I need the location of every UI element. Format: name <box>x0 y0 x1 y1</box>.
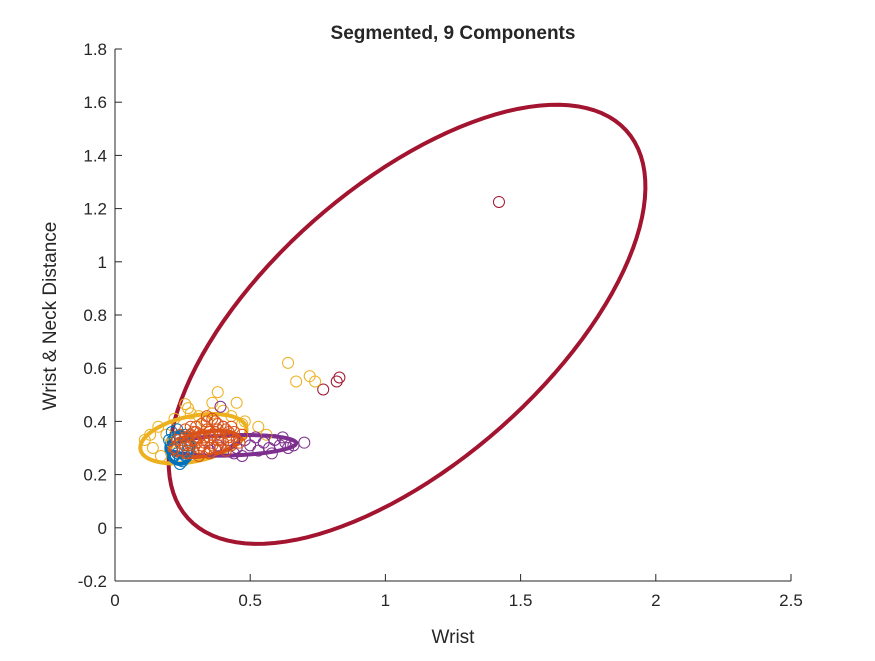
data-point <box>195 439 208 452</box>
data-point <box>179 398 192 411</box>
data-point <box>330 375 343 388</box>
data-point <box>273 439 286 452</box>
data-point <box>203 442 216 454</box>
data-point <box>211 386 224 399</box>
data-point <box>252 444 265 457</box>
y-tick-label: 1.2 <box>83 200 107 219</box>
x-tick-label: 1.5 <box>509 591 533 610</box>
y-tick-label: -0.2 <box>78 572 107 591</box>
data-point <box>184 407 197 420</box>
data-point <box>333 371 346 384</box>
x-tick-label: 2.5 <box>779 591 803 610</box>
data-point <box>219 444 232 457</box>
y-tick-label: 1 <box>98 253 107 272</box>
data-point <box>282 442 295 454</box>
data-point <box>138 434 151 447</box>
y-tick-label: 1.4 <box>83 146 107 165</box>
y-axis-label: Wrist & Neck Distance <box>40 222 61 411</box>
data-point <box>276 431 289 444</box>
y-tick-label: 0.8 <box>83 306 107 325</box>
data-point <box>203 426 216 439</box>
data-point <box>298 436 311 449</box>
data-point <box>236 449 249 462</box>
point-layer <box>138 195 505 470</box>
data-point <box>173 457 186 470</box>
series-5 <box>168 410 249 462</box>
data-point <box>182 402 195 415</box>
data-point <box>209 415 222 428</box>
data-point <box>146 442 159 454</box>
data-point <box>233 436 246 449</box>
ellipse-layer <box>138 102 648 546</box>
y-tick-label: 0.4 <box>83 412 107 431</box>
x-tick-label: 0.5 <box>238 591 262 610</box>
data-point <box>290 375 303 388</box>
data-point <box>152 420 165 433</box>
axis-layer: 0 0.5 1 1.5 2 2.5-0.200.20.40.60.811.21.41.61… <box>78 40 803 610</box>
y-tick-label: 1.8 <box>83 40 107 59</box>
component-ellipse-1 <box>166 102 648 546</box>
data-point <box>192 431 205 444</box>
data-point <box>214 400 227 413</box>
data-point <box>238 415 251 428</box>
chart-title: Segmented, 9 Components <box>331 23 576 44</box>
data-point <box>179 423 192 436</box>
x-tick-label: 0 <box>110 591 119 610</box>
data-point <box>282 356 295 369</box>
data-point <box>317 383 330 396</box>
data-point <box>227 447 240 460</box>
series-2 <box>138 356 322 462</box>
data-point <box>236 428 249 441</box>
x-tick-label: 2 <box>651 591 660 610</box>
x-axis-label: Wrist <box>432 627 476 648</box>
y-tick-label: 0.6 <box>83 359 107 378</box>
y-tick-label: 0 <box>98 519 107 538</box>
data-point <box>230 396 243 409</box>
data-point <box>492 195 505 208</box>
y-tick-label: 1.6 <box>83 93 107 112</box>
series-1 <box>317 195 505 396</box>
x-tick-label: 1 <box>381 591 390 610</box>
data-point <box>184 420 197 433</box>
data-point <box>225 420 238 433</box>
data-point <box>211 418 224 431</box>
data-point <box>176 444 189 457</box>
data-point <box>227 426 240 439</box>
data-point <box>279 436 292 449</box>
data-point <box>154 449 167 462</box>
data-point <box>214 434 227 447</box>
y-tick-label: 0.2 <box>83 466 107 485</box>
data-point <box>265 447 278 460</box>
data-point <box>309 375 322 388</box>
